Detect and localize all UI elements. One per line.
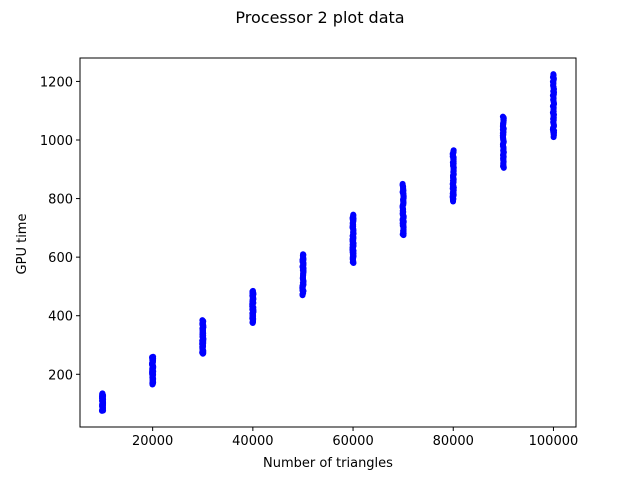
data-point	[150, 353, 157, 360]
data-points	[98, 71, 558, 414]
y-tick-label: 1000	[40, 134, 73, 149]
y-tick-label: 600	[48, 251, 73, 266]
plot-frame	[79, 57, 577, 428]
x-tick-label: 20000	[132, 434, 173, 449]
y-tick-label: 800	[48, 193, 73, 208]
chart-title: Processor 2 plot data	[235, 8, 404, 27]
data-point	[199, 317, 206, 324]
data-point	[399, 180, 406, 187]
x-axis-ticks: 20000 40000 60000 80000 100000	[132, 427, 578, 449]
y-tick-label: 1200	[40, 75, 73, 90]
y-axis-label: GPU time	[15, 214, 30, 275]
data-point	[350, 211, 357, 218]
x-tick-label: 100000	[529, 434, 579, 449]
data-point	[99, 390, 106, 397]
y-tick-label: 200	[48, 368, 73, 383]
data-point	[550, 71, 557, 78]
y-tick-label: 400	[48, 310, 73, 325]
x-tick-label: 80000	[433, 434, 474, 449]
data-point	[300, 251, 307, 258]
data-point	[499, 113, 506, 120]
data-point	[249, 287, 256, 294]
x-tick-label: 60000	[332, 434, 373, 449]
data-point	[450, 147, 457, 154]
y-axis-ticks: 200 400 600 800 1000 1200	[40, 75, 80, 383]
x-tick-label: 40000	[232, 434, 273, 449]
x-axis-label: Number of triangles	[263, 456, 393, 471]
